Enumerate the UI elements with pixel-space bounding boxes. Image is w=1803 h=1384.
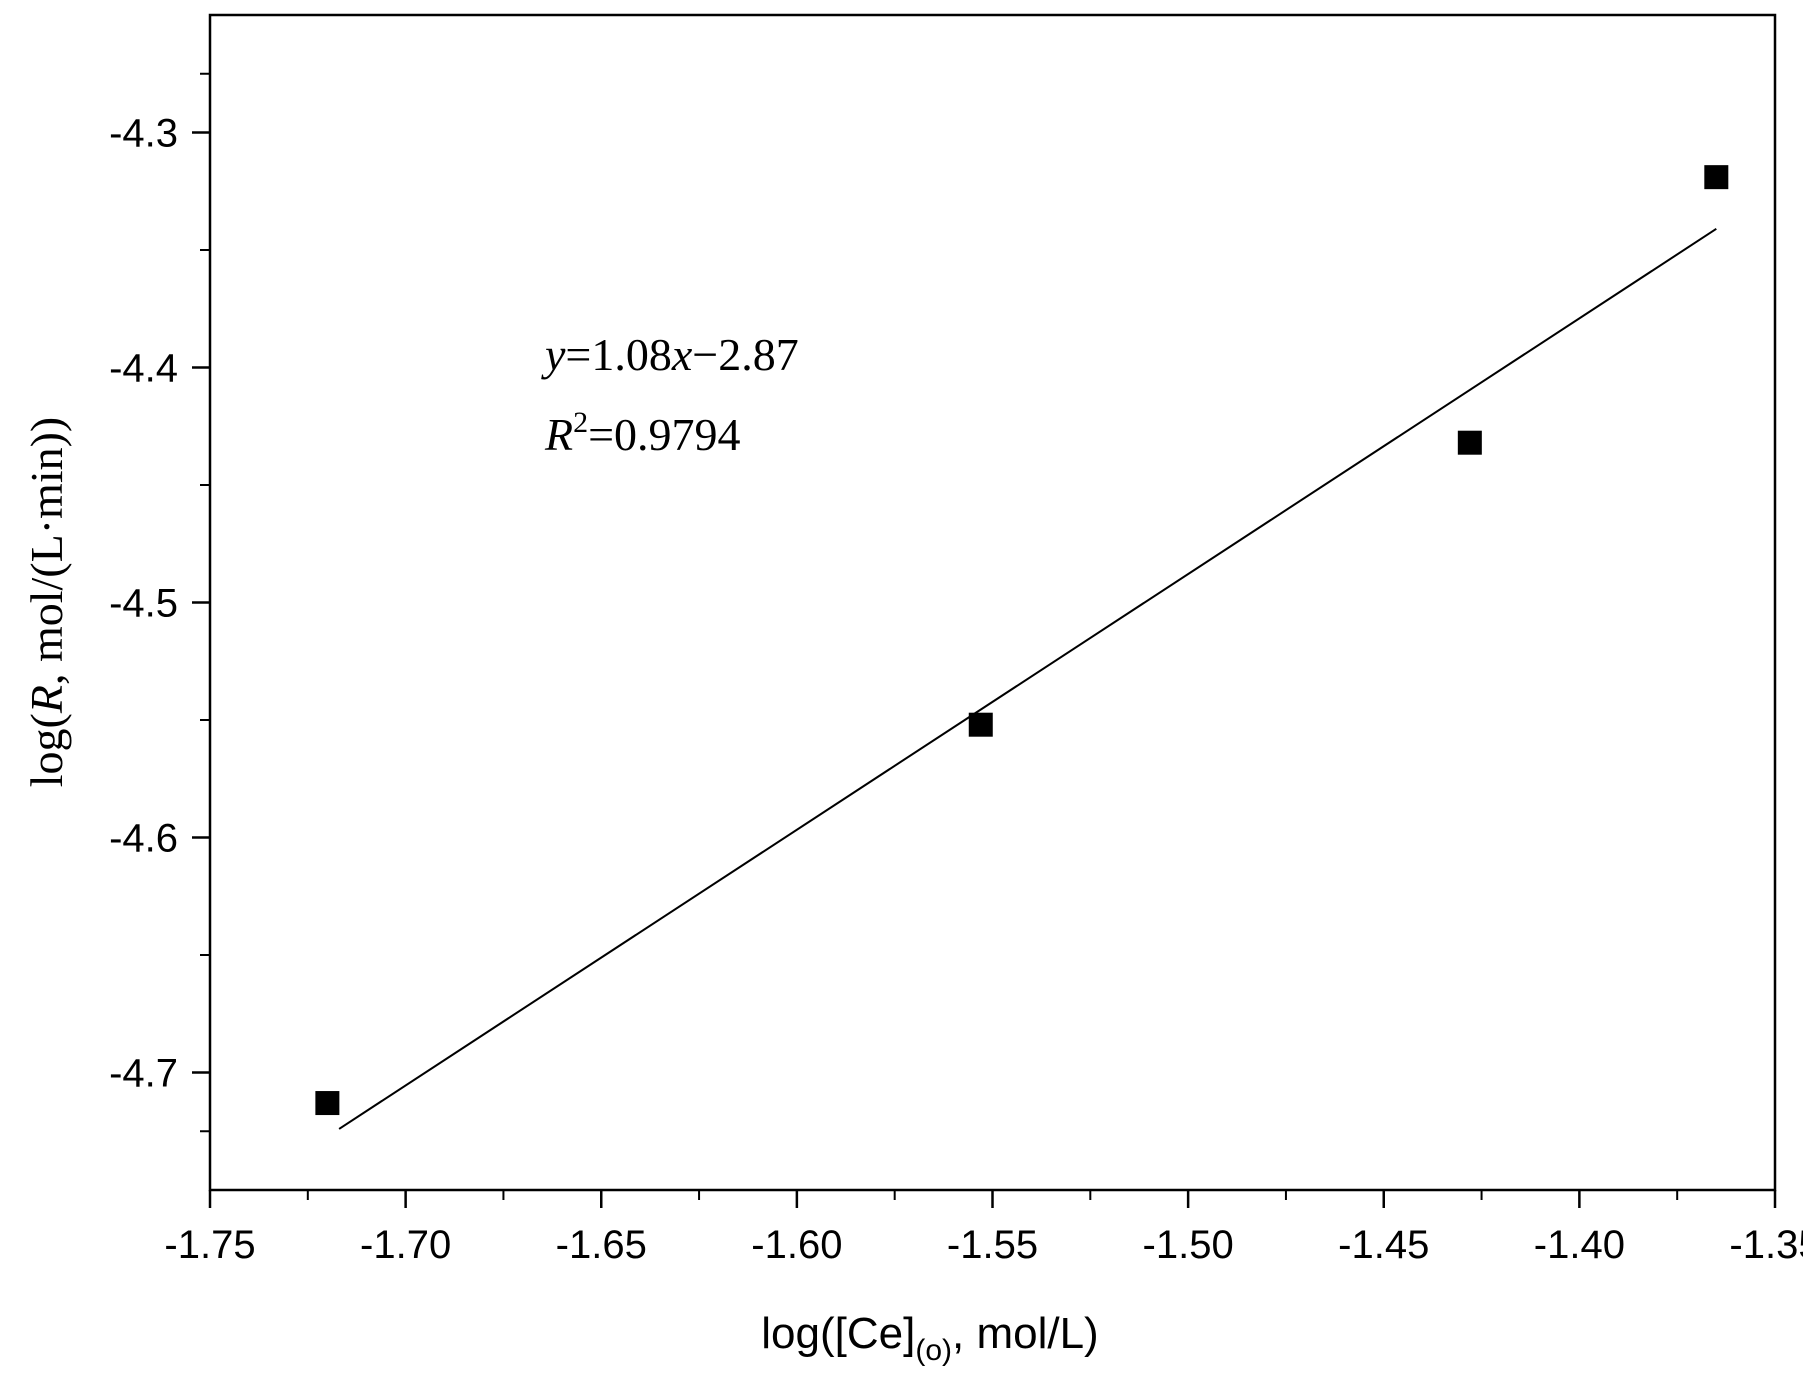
y-tick-label: -4.7 xyxy=(109,1052,178,1096)
fit-line xyxy=(338,228,1717,1130)
x-tick-label: -1.70 xyxy=(360,1223,451,1267)
y-axis-tick-labels: -4.7 -4.6 -4.5 -4.4 -4.3 xyxy=(109,112,178,1096)
x-tick-label: -1.45 xyxy=(1338,1223,1429,1267)
y-tick-label: -4.5 xyxy=(109,582,178,626)
x-tick-label: -1.35 xyxy=(1729,1223,1803,1267)
x-tick-label: -1.40 xyxy=(1534,1223,1625,1267)
x-axis-ticks xyxy=(208,1190,1777,1208)
data-point xyxy=(315,1091,340,1116)
y-axis-label: log(R, mol/(L·min)) xyxy=(21,417,72,788)
data-point xyxy=(1704,165,1729,190)
x-tick-label: -1.65 xyxy=(556,1223,647,1267)
plot-frame xyxy=(208,13,1777,1192)
x-tick-label: -1.60 xyxy=(751,1223,842,1267)
data-points xyxy=(315,165,1729,1116)
y-tick-label: -4.6 xyxy=(109,817,178,861)
x-axis-tick-labels: -1.75 -1.70 -1.65 -1.60 -1.55 -1.50 -1.45 -1.40… xyxy=(164,1223,1803,1267)
data-point xyxy=(1457,430,1482,455)
y-tick-label: -4.3 xyxy=(109,112,178,156)
x-tick-label: -1.50 xyxy=(1143,1223,1234,1267)
x-tick-label: -1.55 xyxy=(947,1223,1038,1267)
y-axis-ticks xyxy=(192,72,210,1133)
y-tick-label: -4.4 xyxy=(109,347,178,391)
r-squared-annotation: R2=0.9794 xyxy=(544,406,741,460)
x-axis-label: log([Ce](o), mol/L) xyxy=(761,1309,1098,1367)
x-tick-label: -1.75 xyxy=(164,1223,255,1267)
data-point xyxy=(968,712,993,737)
equation-annotation: y=1.08x−2.87 xyxy=(541,329,799,380)
